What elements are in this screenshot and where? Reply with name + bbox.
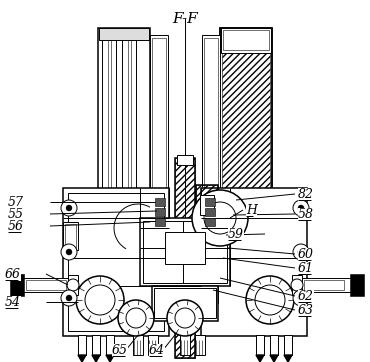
Circle shape (61, 200, 77, 216)
Bar (195, 335, 205, 355)
Bar (201, 188, 307, 336)
Bar (148, 335, 158, 355)
Bar (299, 278, 354, 292)
Circle shape (192, 190, 248, 246)
Bar (150, 35, 168, 285)
Bar (284, 335, 292, 355)
Bar (175, 158, 195, 358)
Bar (140, 218, 230, 286)
Text: 66: 66 (5, 268, 21, 281)
Polygon shape (106, 355, 114, 362)
Bar (106, 335, 114, 355)
Bar (154, 288, 216, 318)
Bar (183, 221, 227, 283)
Bar (26, 280, 66, 290)
Polygon shape (270, 355, 278, 362)
Text: 56: 56 (8, 220, 24, 233)
Circle shape (298, 205, 304, 211)
Text: 82: 82 (298, 188, 314, 201)
Bar (350, 274, 364, 296)
Text: 54: 54 (5, 296, 21, 309)
Bar (63, 222, 78, 250)
Polygon shape (92, 355, 100, 362)
Bar (133, 335, 143, 355)
Bar (63, 188, 169, 336)
Text: 55: 55 (8, 208, 24, 221)
Bar (155, 198, 165, 206)
Circle shape (293, 200, 309, 216)
Text: 58: 58 (298, 208, 314, 221)
Bar (68, 275, 78, 295)
Polygon shape (256, 355, 264, 362)
Bar (155, 208, 165, 216)
Bar (204, 38, 218, 282)
Text: H: H (246, 204, 257, 217)
Circle shape (293, 290, 309, 306)
Polygon shape (284, 355, 292, 362)
Text: 65: 65 (112, 344, 128, 357)
Bar (270, 335, 278, 355)
Bar (98, 28, 150, 290)
Bar (175, 158, 195, 358)
Text: 62: 62 (298, 290, 314, 303)
Bar (155, 218, 165, 226)
Text: 60: 60 (298, 248, 314, 261)
Bar (65, 224, 76, 248)
Circle shape (298, 249, 304, 255)
Bar (196, 185, 218, 303)
Circle shape (167, 300, 203, 336)
Bar (128, 32, 131, 286)
Circle shape (204, 202, 236, 234)
Bar (304, 280, 344, 290)
Bar (220, 28, 272, 290)
Circle shape (291, 279, 303, 291)
Bar (180, 335, 190, 355)
Polygon shape (78, 355, 86, 362)
Bar (143, 221, 187, 283)
Circle shape (67, 279, 79, 291)
Bar (92, 335, 100, 355)
Bar (221, 28, 271, 53)
Bar (200, 195, 214, 215)
Circle shape (298, 295, 304, 301)
Circle shape (76, 276, 124, 324)
Text: 64: 64 (149, 344, 165, 357)
Bar (256, 335, 264, 355)
Bar (202, 35, 220, 285)
Bar (108, 32, 111, 286)
Bar (220, 28, 272, 290)
Bar (152, 286, 218, 321)
Bar (205, 198, 215, 206)
Circle shape (66, 205, 72, 211)
Bar (16, 278, 71, 292)
Bar (205, 218, 215, 226)
Bar (10, 274, 24, 296)
Circle shape (66, 295, 72, 301)
Bar (223, 30, 269, 50)
Circle shape (246, 276, 294, 324)
Bar (196, 185, 218, 303)
Bar (222, 30, 270, 288)
Text: 59: 59 (228, 228, 244, 241)
Circle shape (61, 244, 77, 260)
Circle shape (61, 290, 77, 306)
Bar (165, 232, 205, 264)
Text: 61: 61 (298, 262, 314, 275)
Text: 63: 63 (298, 304, 314, 317)
Bar (122, 30, 136, 288)
Bar (205, 208, 215, 216)
Text: 57: 57 (8, 196, 24, 209)
Circle shape (293, 244, 309, 260)
Bar (177, 155, 193, 165)
Circle shape (118, 300, 154, 336)
Bar (78, 335, 86, 355)
Bar (99, 28, 149, 40)
Bar (152, 38, 166, 282)
Text: F-F: F-F (172, 12, 198, 26)
Bar (68, 193, 164, 331)
Circle shape (66, 249, 72, 255)
Bar (102, 30, 116, 288)
Bar (292, 275, 302, 295)
